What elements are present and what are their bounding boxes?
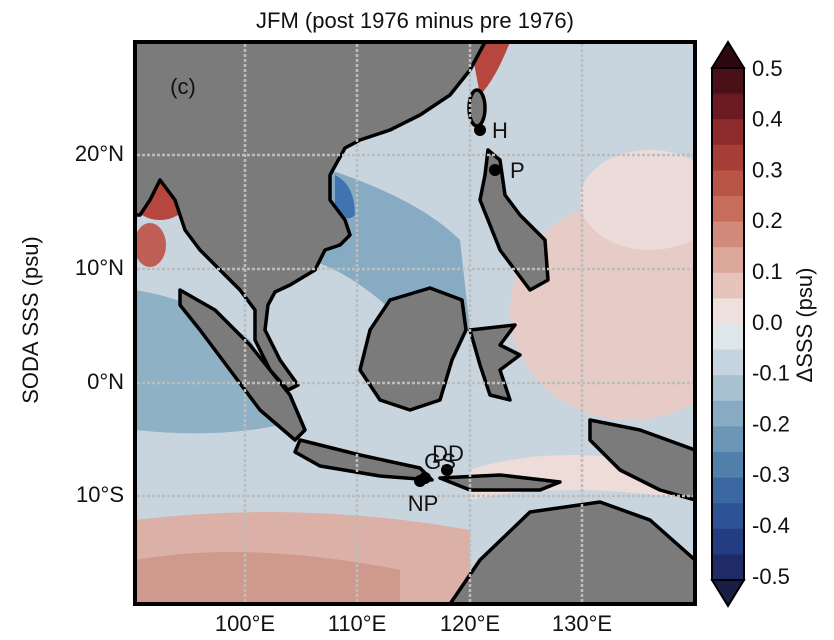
colorbar-band — [712, 349, 744, 376]
lon-tick-label: 130°E — [552, 611, 612, 636]
land — [448, 500, 695, 604]
station-label: NP — [408, 491, 439, 516]
colorbar-band — [712, 298, 744, 325]
lon-tick-label: 100°E — [215, 611, 275, 636]
colorbar-arrow — [710, 579, 746, 608]
colorbar-tick-label: 0.0 — [752, 310, 783, 335]
land — [293, 438, 434, 482]
land — [468, 323, 522, 402]
lat-tick-label: 10°S — [76, 482, 124, 507]
map-title: JFM (post 1976 minus pre 1976) — [256, 8, 574, 33]
station-dot — [489, 164, 501, 176]
colorbar-band — [712, 272, 744, 299]
colorbar-band — [712, 400, 744, 427]
land — [178, 288, 307, 442]
colorbar-tick-label: 0.5 — [752, 56, 783, 81]
field-region — [470, 42, 510, 95]
land — [135, 42, 487, 392]
colorbar-band — [712, 452, 744, 479]
field-region — [135, 223, 166, 267]
colorbar-tick-label: 0.4 — [752, 107, 783, 132]
colorbar-band — [712, 477, 744, 504]
field-region — [335, 175, 355, 219]
station-label: DD — [432, 441, 464, 466]
colorbar-arrow — [710, 40, 746, 69]
lat-tick-label: 10°N — [75, 255, 124, 280]
lat-tick-label: 0°N — [87, 369, 124, 394]
station-dot — [414, 475, 426, 487]
land — [478, 148, 550, 292]
colorbar-band — [712, 324, 744, 351]
colorbar-tick-label: -0.1 — [752, 361, 790, 386]
map-field — [135, 42, 695, 604]
station-label: GS — [424, 449, 456, 474]
colorbar-tick-label: -0.5 — [752, 564, 790, 589]
field-region — [135, 552, 400, 604]
colorbar — [710, 40, 746, 608]
colorbar-tick-label: -0.3 — [752, 462, 790, 487]
colorbar-band — [712, 221, 744, 248]
field-region — [580, 150, 695, 250]
colorbar-tick-label: 0.3 — [752, 157, 783, 182]
station-label: P — [510, 158, 525, 183]
grid — [137, 44, 693, 602]
colorbar-band — [712, 68, 744, 95]
colorbar-band — [712, 554, 744, 581]
colorbar-band — [712, 247, 744, 274]
land — [358, 286, 468, 412]
station-dot — [441, 464, 453, 476]
colorbar-band — [712, 144, 744, 171]
colorbar-band — [712, 196, 744, 223]
colorbar-band — [712, 503, 744, 530]
lon-tick-label: 110°E — [328, 611, 387, 636]
station-label: H — [492, 118, 508, 143]
colorbar-tick-label: -0.4 — [752, 513, 790, 538]
colorbar-label: ΔSSS (psu) — [792, 268, 817, 383]
colorbar-band — [712, 528, 744, 555]
colorbar-frame — [711, 67, 745, 581]
colorbar-band — [712, 170, 744, 197]
lon-tick-label: 120°E — [440, 611, 500, 636]
land — [467, 88, 487, 128]
colorbar-band — [712, 93, 744, 120]
station-dot — [474, 124, 486, 136]
panel-label: (c) — [170, 74, 196, 99]
y-axis-label: SODA SSS (psu) — [18, 236, 43, 404]
colorbar-band — [712, 119, 744, 146]
lat-tick-label: 20°N — [75, 141, 124, 166]
colorbar-tick-label: -0.2 — [752, 411, 790, 436]
colorbar-band — [712, 426, 744, 453]
colorbar-tick-label: 0.2 — [752, 208, 783, 233]
plot-frame — [133, 40, 697, 606]
field-region — [510, 200, 695, 420]
colorbar-tick-label: 0.1 — [752, 259, 783, 284]
colorbar-band — [712, 375, 744, 402]
